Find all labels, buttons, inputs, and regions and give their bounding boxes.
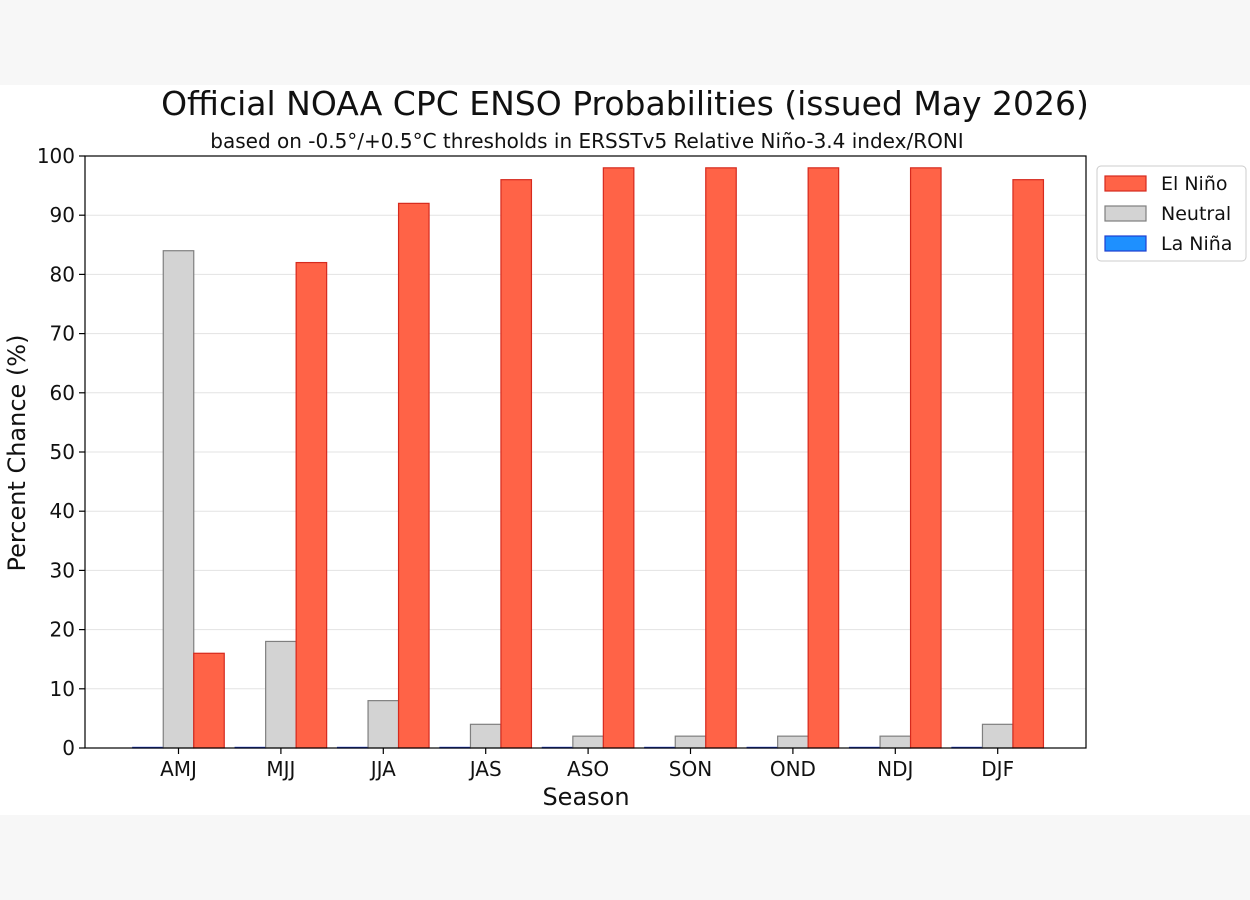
x-tick-label: OND [770, 757, 816, 781]
bar-neutral-ond [777, 735, 809, 749]
x-tick-label: NDJ [877, 757, 913, 781]
x-tick-label: JJA [369, 757, 396, 781]
y-axis-label: Percent Chance (%) [3, 335, 31, 572]
x-tick-label: AMJ [160, 757, 197, 781]
y-tick-label: 60 [50, 381, 75, 405]
bar-el-ni-o-ond [807, 167, 840, 749]
y-tick-label: 40 [50, 499, 75, 523]
y-tick-label: 50 [50, 440, 75, 464]
bar-el-ni-o-ndj [909, 167, 942, 749]
bar-el-ni-o-djf [1012, 179, 1045, 749]
legend-swatch-la-ni-a [1104, 235, 1147, 252]
x-tick-label: SON [669, 757, 712, 781]
y-tick-label: 90 [50, 203, 75, 227]
y-tick-label: 20 [50, 618, 75, 642]
axes: 0 10 20 30 40 50 60 70 80 90 100 AMJ MJJ JJA JAS ASO SON… [37, 144, 1087, 781]
y-tick-label: 30 [50, 558, 75, 582]
bar-neutral-ndj [879, 735, 912, 749]
x-axis-label: Season [542, 783, 629, 811]
plot-frame [84, 155, 1087, 749]
legend-label-la-ni-a: La Niña [1161, 233, 1232, 255]
legend-label-el-ni-o: El Niño [1161, 173, 1227, 195]
legend-label-neutral: Neutral [1161, 203, 1231, 225]
y-tick-label: 10 [50, 677, 75, 701]
bar-el-ni-o-son [705, 167, 737, 749]
bar-el-ni-o-aso [602, 167, 635, 749]
chart-subtitle: based on -0.5°/+0.5°C thresholds in ERSS… [210, 129, 963, 153]
y-tick-label: 100 [37, 144, 75, 168]
y-tick-label: 0 [62, 736, 75, 760]
bar-neutral-jja [367, 700, 400, 749]
legend-swatch-neutral [1104, 205, 1147, 222]
bar-neutral-son [674, 735, 707, 749]
y-tick-label: 70 [50, 322, 75, 346]
legend: El Niño Neutral La Niña [1096, 165, 1247, 262]
bar-neutral-djf [981, 723, 1014, 749]
chart-title: Official NOAA CPC ENSO Probabilities (is… [161, 84, 1089, 123]
bar-neutral-amj [162, 250, 195, 749]
bars [132, 167, 1045, 749]
bar-neutral-jas [469, 723, 502, 749]
bar-el-ni-o-jja [397, 202, 430, 749]
x-tick-label: MJJ [266, 757, 295, 781]
x-tick-label: DJF [981, 757, 1014, 781]
legend-swatch-el-ni-o [1104, 175, 1147, 192]
x-tick-label: JAS [468, 757, 502, 781]
bar-el-ni-o-jas [500, 179, 533, 749]
bar-neutral-mjj [265, 640, 297, 749]
y-tick-label: 80 [50, 262, 75, 286]
bar-el-ni-o-amj [193, 652, 225, 749]
x-tick-label: ASO [567, 757, 609, 781]
bar-neutral-aso [572, 735, 604, 749]
bar-el-ni-o-mjj [295, 261, 328, 749]
